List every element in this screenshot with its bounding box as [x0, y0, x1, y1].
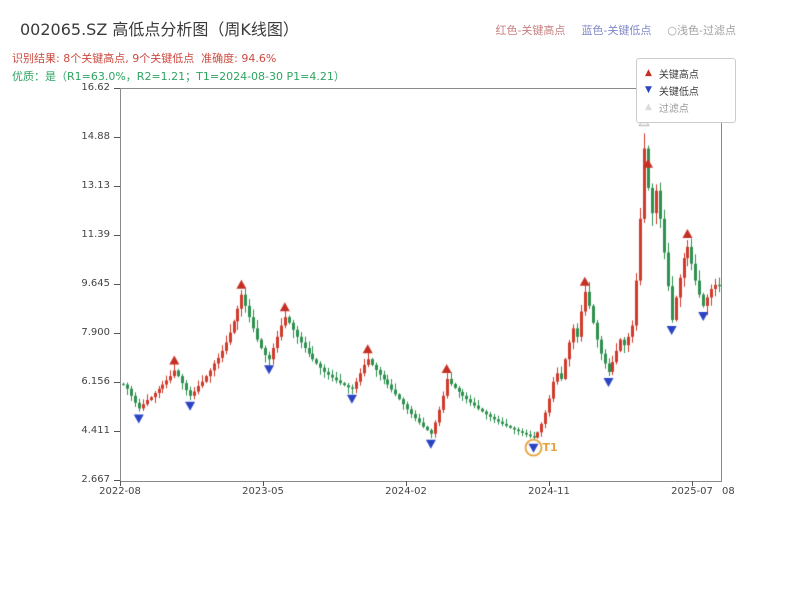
x-tick-label: 2024-11: [528, 486, 570, 497]
legend-item-filtered: ▲ 过滤点: [645, 99, 727, 116]
legend-item-label: 过滤点: [658, 104, 689, 115]
y-tick-label: 6.156: [81, 375, 110, 387]
y-tick-mark: [114, 480, 120, 481]
y-tick-mark: [114, 88, 120, 89]
y-tick-mark: [114, 431, 120, 432]
legend-item-key-high: ▲ 关键高点: [645, 65, 727, 82]
page-title: 002065.SZ 高低点分析图（周K线图）: [20, 20, 299, 39]
x-tick-label: 2024-02: [385, 486, 427, 497]
y-tick-label: 2.667: [81, 474, 110, 485]
y-tick-label: 11.39: [81, 228, 110, 240]
y-tick-label: 16.62: [81, 82, 110, 93]
legend-key-low-label: 蓝色-关键低点: [581, 24, 652, 37]
y-tick-label: 7.900: [81, 326, 110, 338]
legend-item-key-low: ▼ 关键低点: [645, 82, 727, 99]
x-tick-label: 2022-08: [99, 486, 141, 497]
y-tick-label: 4.411: [81, 425, 110, 436]
x-tick-mark: [692, 481, 693, 486]
chart-legend: ▲ 关键高点 ▼ 关键低点 ▲ 过滤点: [636, 58, 736, 123]
legend-filtered-label: ○浅色-过滤点: [667, 24, 736, 37]
x-tick-mark: [263, 481, 264, 486]
triangle-up-icon: ▲: [645, 68, 652, 78]
y-tick-mark: [114, 186, 120, 188]
legend-item-label: 关键高点: [658, 70, 699, 81]
y-tick-mark: [114, 136, 120, 138]
triangle-down-icon: ▼: [645, 85, 652, 95]
x-tick-mark: [406, 481, 407, 486]
y-tick-mark: [114, 332, 120, 334]
y-tick-label: 9.645: [81, 277, 110, 289]
x-tick-label: 2023-05: [242, 486, 284, 497]
y-tick-mark: [114, 283, 120, 285]
x-tick-mark: [120, 481, 121, 486]
y-tick-label: 13.13: [81, 180, 110, 192]
y-tick-label: 14.88: [81, 130, 110, 142]
recognition-result-text: 识别结果: 8个关键高点, 9个关键低点 准确度: 94.6%: [12, 52, 277, 65]
x-tick-extra-label: 08: [722, 486, 735, 497]
candlestick-chart: [121, 89, 721, 481]
triangle-up-light-icon: ▲: [645, 102, 652, 112]
x-tick-mark: [549, 481, 550, 486]
legend-key-high-label: 红色-关键高点: [495, 24, 566, 37]
x-tick-label: 2025-07: [671, 486, 713, 497]
t1-annotation: T1: [542, 440, 558, 454]
y-tick-mark: [114, 381, 120, 383]
quality-result-text: 优质：是（R1=63.0%，R2=1.21；T1=2024-08-30 P1=4…: [12, 70, 345, 83]
y-tick-mark: [114, 234, 120, 236]
legend-item-label: 关键低点: [658, 87, 699, 98]
marker-color-legend: 红色-关键高点 蓝色-关键低点 ○浅色-过滤点: [479, 22, 736, 38]
